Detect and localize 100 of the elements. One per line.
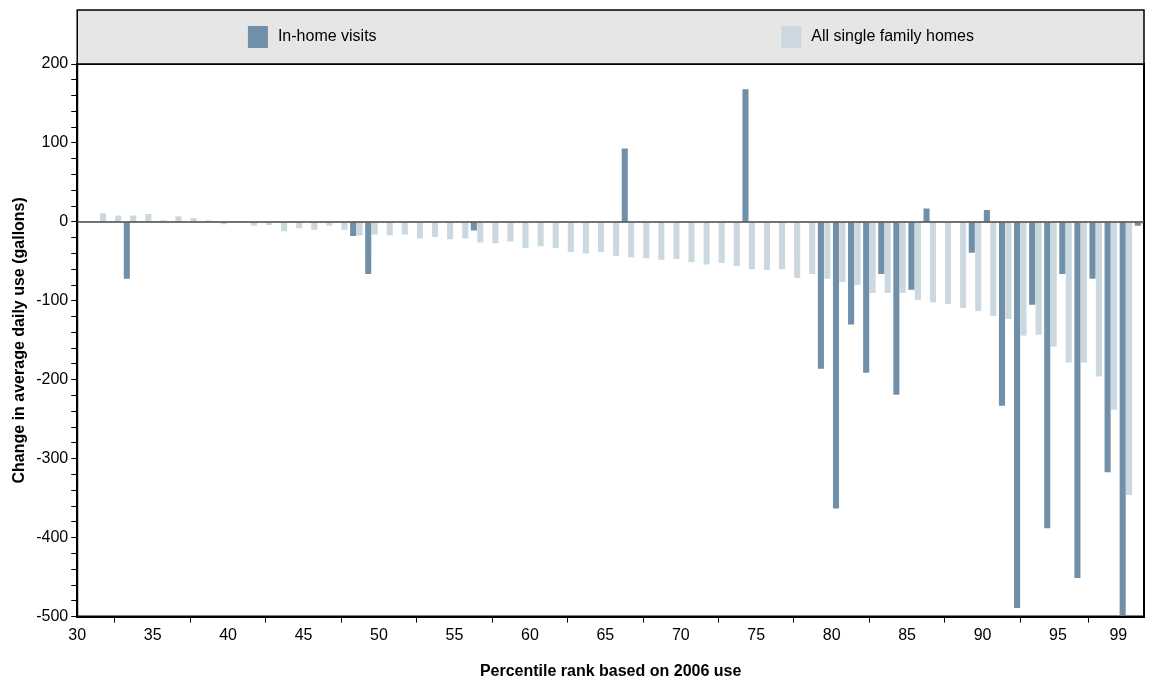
bar [401, 222, 408, 235]
x-tick-label: 99 [1109, 625, 1128, 643]
bar [817, 222, 824, 369]
bar [1050, 222, 1057, 347]
bar [1065, 222, 1072, 363]
bar [386, 222, 393, 236]
bar [621, 148, 628, 222]
bar [1126, 222, 1133, 496]
bar [658, 222, 665, 260]
bar [416, 222, 423, 239]
x-tick-label: 60 [520, 625, 539, 643]
bar [899, 222, 906, 293]
bar [371, 222, 378, 235]
bar [1080, 222, 1087, 363]
bar [477, 222, 484, 243]
x-tick-label: 55 [445, 625, 464, 643]
bar [175, 216, 182, 222]
bar [990, 222, 997, 316]
bar [869, 222, 876, 293]
y-axis-title: Change in average daily use (gallons) [10, 197, 28, 484]
y-tick-label: 100 [41, 133, 69, 151]
bar [552, 222, 559, 248]
bar [1119, 222, 1126, 616]
bar [854, 222, 861, 286]
bar [1110, 222, 1118, 410]
bar [998, 222, 1006, 406]
legend-label: All single family homes [811, 27, 975, 45]
y-tick-label: -400 [36, 528, 69, 546]
bar [968, 222, 975, 253]
bar [597, 222, 605, 252]
bar [944, 222, 952, 304]
bar [809, 222, 816, 274]
bar [848, 222, 855, 325]
x-tick-label: 70 [671, 625, 690, 643]
bar [356, 222, 363, 236]
bar [1059, 222, 1066, 274]
x-tick-label: 65 [596, 625, 615, 643]
bar [673, 222, 680, 259]
x-axis-title: Percentile rank based on 2006 use [479, 661, 742, 679]
x-tick-label: 45 [294, 625, 313, 643]
bar [733, 222, 740, 267]
legend-label: In-home visits [277, 27, 377, 45]
bar [431, 222, 439, 237]
bar [742, 89, 749, 222]
bar [1014, 222, 1021, 608]
bar [983, 210, 990, 222]
bar [1005, 222, 1012, 319]
bar [350, 222, 357, 237]
bar [1035, 222, 1042, 335]
bar [763, 222, 771, 271]
bar [628, 222, 635, 258]
bar [507, 222, 514, 242]
x-tick-label: 35 [143, 625, 162, 643]
y-tick-label: -300 [36, 449, 69, 467]
bar [878, 222, 885, 274]
bar [960, 222, 967, 308]
bar [100, 213, 107, 222]
x-tick-label: 40 [219, 625, 238, 643]
bar [447, 222, 454, 240]
bar [492, 222, 499, 244]
bar [613, 222, 620, 256]
bar [839, 222, 846, 282]
bar [1104, 222, 1111, 473]
bar [1020, 222, 1027, 336]
bar [145, 213, 152, 222]
x-tick-label: 85 [898, 625, 917, 643]
bar [923, 208, 930, 222]
bar [748, 222, 755, 270]
bar [123, 222, 130, 279]
y-tick-label: 0 [59, 212, 69, 230]
x-tick-label: 95 [1049, 625, 1067, 643]
bar [703, 222, 710, 265]
y-tick-label: -500 [36, 607, 69, 625]
bar [567, 222, 574, 252]
bar [908, 222, 915, 290]
bar [537, 222, 544, 247]
bar [688, 222, 695, 263]
bar [975, 222, 982, 312]
y-tick-label: 200 [41, 54, 69, 72]
bar [1044, 222, 1051, 529]
bar [1074, 222, 1081, 578]
bar [643, 222, 650, 259]
bar [1095, 222, 1102, 377]
bar [1089, 222, 1096, 279]
bar [863, 222, 870, 373]
bar [462, 222, 469, 239]
bar [582, 222, 589, 254]
bar [824, 222, 831, 279]
x-tick-label: 80 [822, 625, 841, 643]
bar [794, 222, 801, 278]
x-tick-label: 50 [370, 625, 388, 643]
x-tick-label: 30 [68, 625, 87, 643]
bar [893, 222, 900, 395]
bar [884, 222, 891, 293]
bar [779, 222, 786, 270]
bar [914, 222, 921, 301]
bar [929, 222, 936, 303]
bar [365, 222, 372, 274]
bar [718, 222, 725, 263]
y-tick-label: -100 [36, 291, 69, 309]
